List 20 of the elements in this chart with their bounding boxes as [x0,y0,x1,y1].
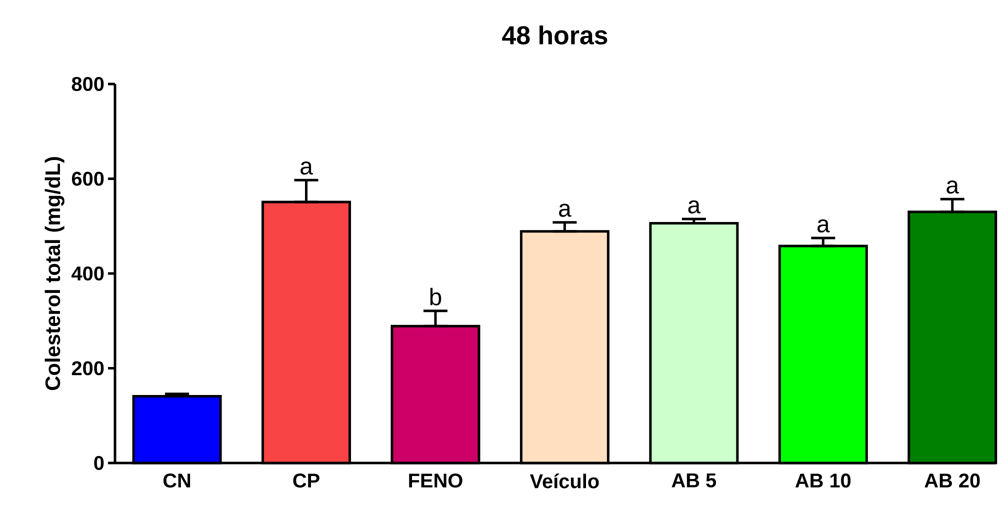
x-tick-label: AB 10 [795,474,851,488]
y-tick-label: 600 [72,172,104,186]
x-tick-label: CN [163,474,190,488]
y-tick-label: 200 [72,361,104,376]
annotation: a [559,204,572,217]
x-tick-label: CP [293,474,320,488]
x-tick-label: AB 5 [672,474,716,488]
y-axis-title: Colesterol total (mg/dL) [44,157,64,390]
annotation: a [946,180,960,194]
x-tick-label: Veículo [530,474,599,488]
y-tick-label: 0 [94,456,104,470]
annotation: a [818,219,830,232]
chart-title: 48 horas [502,25,608,44]
annotation: a [688,200,701,214]
y-tick-label: 400 [72,266,104,281]
x-tick-label: AB 20 [924,474,980,488]
annotation: a [300,162,313,175]
x-tick-label: FENO [409,474,462,488]
annotation: b [430,288,442,306]
y-tick-label: 800 [72,76,104,92]
